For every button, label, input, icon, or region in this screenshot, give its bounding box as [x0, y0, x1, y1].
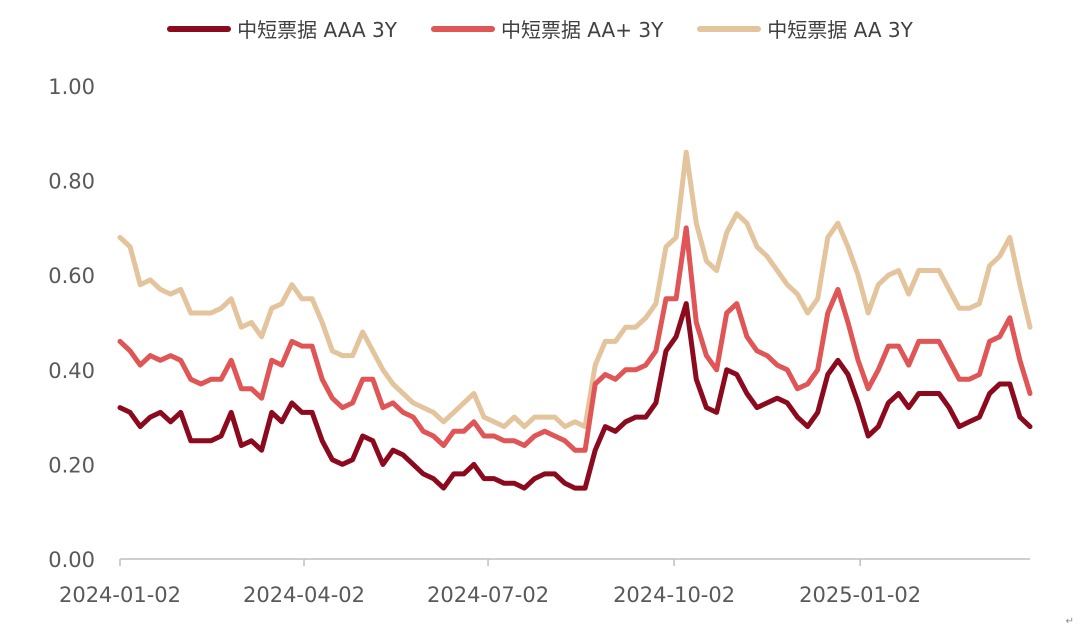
x-tick-label: 2024-01-02 [59, 583, 181, 607]
legend-swatch-aa [697, 25, 762, 32]
x-tick-label: 2024-10-02 [613, 583, 735, 607]
legend-label-aa: 中短票据 AA 3Y [767, 18, 913, 42]
y-tick-label: 0.20 [48, 453, 95, 477]
x-axis: 2024-01-02 2024-04-02 2024-07-02 2024-10-02… [59, 558, 1030, 607]
y-axis: 0.00 0.20 0.40 0.60 0.80 1.00 [48, 75, 95, 572]
x-tick-label: 2025-01-02 [799, 583, 921, 607]
y-tick-label: 0.60 [48, 264, 95, 288]
x-tick-label: 2024-04-02 [243, 583, 365, 607]
legend-item-aa: 中短票据 AA 3Y [697, 14, 913, 43]
legend-swatch-aaa [167, 25, 232, 32]
legend-label-aaa: 中短票据 AAA 3Y [237, 18, 397, 42]
y-tick-label: 0.00 [48, 548, 95, 572]
legend: 中短票据 AAA 3Y 中短票据 AA+ 3Y 中短票据 AA 3Y [0, 14, 1080, 43]
series-line-0 [117, 301, 1033, 491]
x-tick-label: 2024-07-02 [427, 583, 549, 607]
legend-label-aa-plus: 中短票据 AA+ 3Y [500, 18, 664, 42]
legend-swatch-aa-plus [430, 25, 495, 32]
y-tick-label: 0.80 [48, 170, 95, 194]
series-lines [117, 149, 1033, 491]
y-tick-label: 0.40 [48, 359, 95, 383]
series-line-1 [117, 225, 1033, 453]
y-tick-label: 1.00 [48, 75, 95, 99]
paragraph-mark: ↵ [1065, 616, 1074, 627]
legend-item-aaa: 中短票据 AAA 3Y [167, 14, 397, 43]
legend-item-aa-plus: 中短票据 AA+ 3Y [430, 14, 664, 43]
series-line-2 [117, 149, 1033, 430]
